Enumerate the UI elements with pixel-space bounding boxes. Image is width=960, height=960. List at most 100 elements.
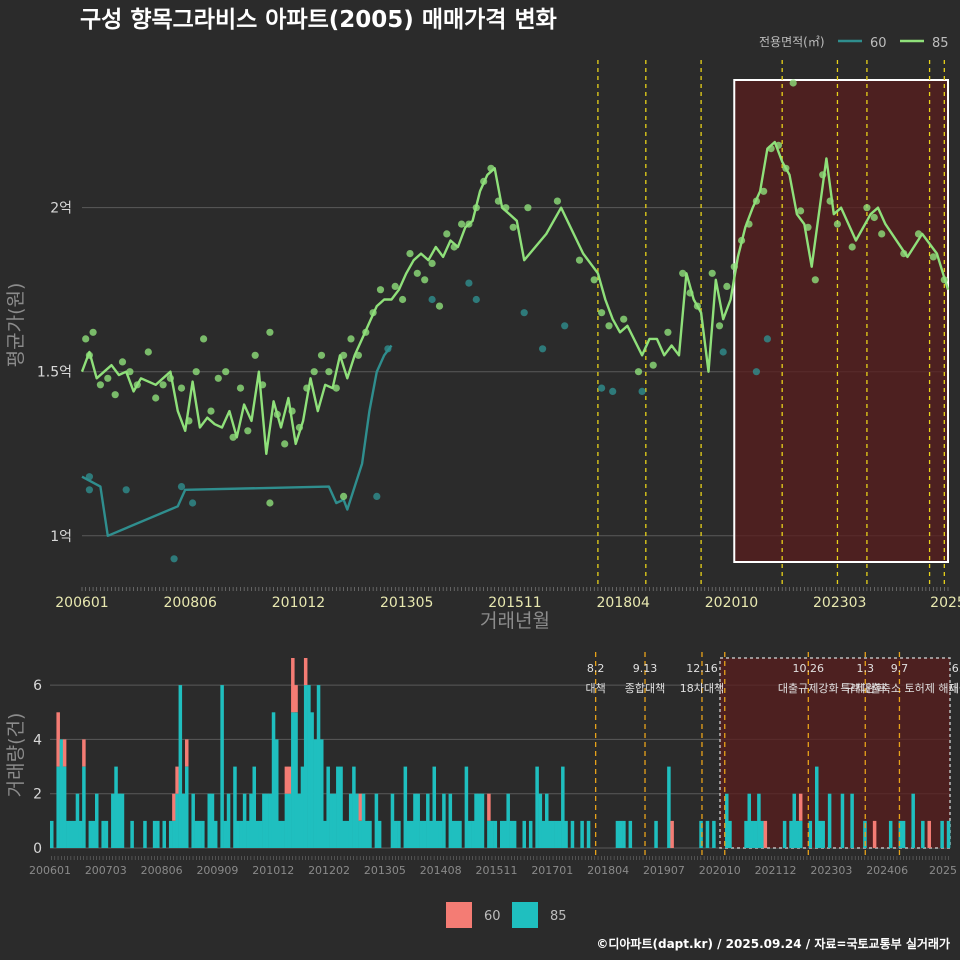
- bar-85: [818, 820, 822, 848]
- bar-85: [490, 820, 494, 848]
- bar-85: [75, 793, 80, 848]
- bar-85: [117, 793, 122, 848]
- bar-85: [143, 820, 147, 848]
- bar-85: [753, 820, 758, 848]
- bar-85: [162, 820, 167, 848]
- bar-60: [82, 739, 86, 767]
- bar-60: [62, 739, 67, 767]
- bar-85: [265, 793, 269, 848]
- series-85-point: [266, 328, 274, 336]
- series-85-point: [435, 302, 444, 310]
- x-tick-label: 200806: [164, 595, 218, 611]
- series-85-point: [428, 259, 436, 267]
- legend-title: 전용면적(㎡): [759, 35, 825, 49]
- bar-85: [69, 820, 73, 848]
- bar-85: [233, 766, 237, 848]
- bottom-x-tick-label: 200601: [29, 864, 71, 877]
- series-85-point: [465, 220, 473, 228]
- x-tick-label: 201511: [488, 595, 541, 611]
- bar-85: [506, 793, 510, 848]
- top-series: [80, 79, 950, 563]
- series-85-point: [450, 243, 458, 251]
- series-85-point: [295, 423, 303, 432]
- bar-85: [326, 766, 330, 848]
- series-60-point: [539, 345, 547, 353]
- bar-85: [95, 793, 99, 848]
- bar-85: [535, 766, 539, 848]
- bar-60: [294, 685, 298, 713]
- bar-85: [798, 820, 803, 848]
- bottom-event-lines: 8.2 대책 9.13 종합대책 12.16 18차대책 10.26 대출규제강화 1.3 규제완…: [586, 652, 960, 858]
- bottom-x-tick-label: 202010: [699, 864, 741, 877]
- event-name-label: 대출규: [949, 682, 960, 695]
- series-85-point: [575, 256, 584, 264]
- top-legend: 전용면적(㎡) 60 85: [759, 35, 949, 51]
- bar-85: [413, 793, 417, 848]
- bar-85: [471, 820, 475, 848]
- series-60-point: [598, 384, 606, 392]
- bar-85: [815, 766, 819, 848]
- bar-85: [397, 820, 401, 848]
- bottom-x-tick-label: 201202: [308, 864, 350, 877]
- bar-60: [172, 793, 176, 821]
- bar-85: [528, 820, 533, 848]
- bar-60: [927, 820, 932, 848]
- bar-60: [175, 766, 179, 794]
- x-tick-label: 201804: [597, 595, 651, 611]
- bottom-bars: [50, 658, 951, 848]
- series-85-point: [767, 145, 775, 153]
- bar-85: [313, 739, 318, 848]
- event-name-label: 대책: [586, 682, 606, 695]
- bar-85: [667, 766, 671, 848]
- series-85-point: [244, 427, 252, 435]
- series-85-point: [104, 374, 112, 382]
- series-85-point: [509, 223, 517, 231]
- series-85-point: [399, 295, 407, 304]
- event-date-label: 6.27: [952, 662, 960, 675]
- bottom-x-tick-label: 200703: [85, 864, 127, 877]
- series-85-point: [406, 250, 414, 258]
- bar-85: [840, 793, 845, 848]
- series-85-point: [708, 269, 716, 277]
- bar-85: [757, 793, 761, 848]
- bottom-x-tick-label: 2025: [929, 864, 957, 877]
- bottom-x-tick-label: 201701: [531, 864, 573, 877]
- bar-85: [345, 820, 350, 848]
- series-85-point: [502, 204, 510, 212]
- series-85-point: [494, 197, 502, 205]
- bar-85: [557, 820, 562, 848]
- legend-bottom-85-swatch: [512, 902, 538, 928]
- bar-85: [152, 820, 157, 848]
- event-name-label: 규제완화: [845, 682, 885, 695]
- bar-85: [548, 820, 552, 848]
- bar-85: [500, 820, 504, 848]
- bottom-x-tick-label: 202112: [755, 864, 797, 877]
- series-85-point: [826, 197, 834, 205]
- series-60-point: [177, 483, 186, 491]
- bar-60: [303, 658, 308, 686]
- event-name-label: 특례대출축소 토허제 해제: [840, 681, 958, 695]
- y-tick-label: 2억: [50, 201, 72, 217]
- series-85-point: [413, 269, 421, 277]
- bar-85: [586, 820, 591, 848]
- bar-85: [541, 820, 546, 848]
- bar-85: [725, 793, 729, 848]
- bottom-x-tick-label: 200909: [196, 864, 238, 877]
- bar-85: [323, 820, 327, 848]
- bar-85: [580, 820, 584, 848]
- bar-85: [750, 820, 755, 848]
- bar-85: [62, 766, 67, 848]
- bar-85: [287, 793, 292, 848]
- bar-85: [888, 820, 893, 848]
- bar-85: [197, 820, 202, 848]
- series-85-point: [819, 171, 827, 179]
- bar-85: [654, 820, 658, 848]
- series-85-point: [833, 220, 842, 228]
- bar-85: [268, 793, 273, 848]
- bar-85: [342, 820, 347, 848]
- bar-85: [178, 685, 183, 848]
- bar-85: [185, 766, 189, 848]
- series-85-point: [200, 335, 208, 343]
- bar-85: [789, 820, 793, 848]
